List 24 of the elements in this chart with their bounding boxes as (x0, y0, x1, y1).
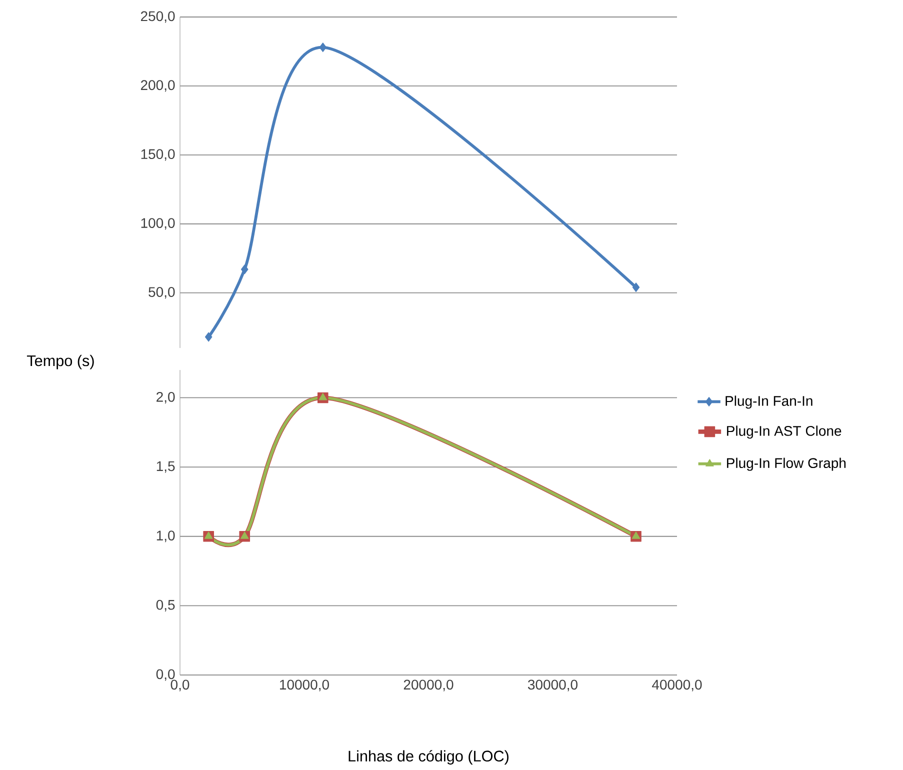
legend-label: Plug-In Flow Graph (727, 458, 846, 471)
x-tick-label: 30000,0 (528, 680, 578, 692)
y-tick-label: 1,5 (156, 461, 175, 473)
y-tick-label: 100,0 (141, 218, 175, 230)
point (240, 264, 248, 274)
x-tick-label: 40000,0 (652, 680, 702, 692)
x-tick-label: 20000,0 (404, 680, 454, 692)
y-tick-label: 2,0 (156, 392, 175, 404)
x-tick-label: 0,0 (170, 680, 190, 692)
y-tick-label: 250,0 (140, 11, 175, 23)
y-tick-label: 50,0 (148, 287, 175, 299)
y-tick-label: 150,0 (141, 149, 175, 161)
y-tick-label: 1,0 (156, 530, 175, 542)
legend-label: Plug-In AST Clone (727, 426, 842, 439)
x-axis-title: Linhas de código (LOC) (348, 750, 508, 765)
y-tick-label: 200,0 (140, 80, 175, 92)
y-axis-title: Tempo (s) (26, 354, 94, 370)
y-tick-label: 0,0 (156, 669, 175, 681)
y-tick-label: 0,5 (156, 600, 175, 612)
point (632, 282, 640, 292)
point (319, 42, 327, 52)
point (204, 332, 212, 342)
x-tick-label: 10000,0 (280, 680, 329, 692)
legend-label: Plug-In Fan-In (726, 396, 812, 409)
